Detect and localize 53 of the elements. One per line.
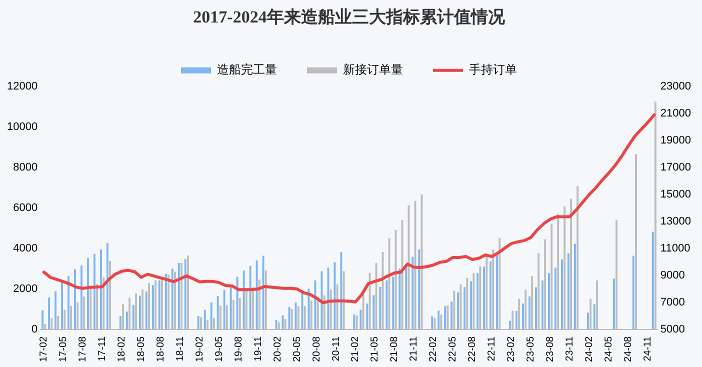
x-tick-label: 23-08 bbox=[545, 336, 556, 362]
x-tick-label: 21-02 bbox=[350, 336, 362, 362]
y-tick-label: 2000 bbox=[13, 282, 38, 295]
x-tick-label: 18-02 bbox=[116, 336, 128, 362]
x-tick-label: 24-05 bbox=[603, 336, 614, 362]
x-tick-label: 17-08 bbox=[78, 336, 89, 362]
y2-tick-label: 21000 bbox=[660, 107, 692, 120]
x-tick-label: 19-05 bbox=[214, 336, 225, 362]
x-tick-label: 19-11 bbox=[252, 336, 264, 362]
y2-tick-label: 19000 bbox=[660, 134, 692, 146]
x-tick-label: 17-05 bbox=[58, 336, 70, 362]
x-tick-label: 17-02 bbox=[38, 336, 50, 362]
y2-tick-label: 9000 bbox=[660, 269, 685, 282]
y-tick-label: 6000 bbox=[13, 202, 38, 214]
x-tick-label: 21-11 bbox=[408, 336, 420, 362]
x-tick-label: 20-05 bbox=[292, 336, 303, 362]
y2-tick-label: 23000 bbox=[660, 80, 692, 92]
x-tick-label: 20-02 bbox=[272, 336, 284, 362]
x-tick-label: 23-02 bbox=[506, 336, 518, 362]
y-tick-label: 12000 bbox=[6, 80, 38, 92]
x-tick-label: 24-08 bbox=[622, 336, 634, 362]
y-tick-label: 0 bbox=[31, 323, 38, 336]
x-tick-label: 20-08 bbox=[311, 336, 322, 362]
x-tick-label: 20-11 bbox=[330, 336, 342, 362]
y-tick-label: 4000 bbox=[13, 242, 38, 254]
legend-label: 造船完工量 bbox=[217, 62, 277, 77]
x-tick-label: 22-05 bbox=[448, 336, 459, 362]
x-tick-label: 21-05 bbox=[370, 336, 381, 362]
x-tick-label: 24-02 bbox=[584, 336, 595, 362]
y-tick-label: 10000 bbox=[6, 120, 38, 133]
y-tick-label: 8000 bbox=[13, 161, 38, 174]
x-tick-label: 18-05 bbox=[136, 336, 147, 362]
x-tick-label: 19-02 bbox=[194, 336, 206, 362]
chart-title: 2017-2024年来造船业三大指标累计值情况 bbox=[193, 8, 506, 27]
x-tick-label: 24-11 bbox=[642, 336, 654, 362]
legend-label: 手持订单 bbox=[469, 62, 517, 77]
y2-tick-label: 7000 bbox=[660, 296, 685, 308]
y2-tick-label: 5000 bbox=[660, 323, 685, 336]
x-tick-label: 22-02 bbox=[428, 336, 440, 362]
y2-tick-label: 17000 bbox=[660, 161, 692, 174]
x-tick-label: 22-11 bbox=[486, 336, 498, 362]
x-tick-label: 17-11 bbox=[97, 336, 108, 362]
y2-tick-label: 15000 bbox=[660, 188, 692, 200]
x-tick-label: 19-08 bbox=[233, 336, 244, 362]
y2-tick-label: 11000 bbox=[660, 242, 690, 254]
x-tick-label: 23-11 bbox=[564, 336, 576, 362]
x-tick-label: 22-08 bbox=[467, 336, 478, 362]
legend-label: 新接订单量 bbox=[343, 62, 403, 77]
x-tick-label: 18-08 bbox=[155, 336, 166, 362]
x-tick-label: 21-08 bbox=[389, 336, 400, 362]
x-tick-label: 23-05 bbox=[526, 336, 537, 362]
x-tick-label: 18-11 bbox=[174, 336, 186, 362]
y2-tick-label: 13000 bbox=[660, 215, 692, 228]
